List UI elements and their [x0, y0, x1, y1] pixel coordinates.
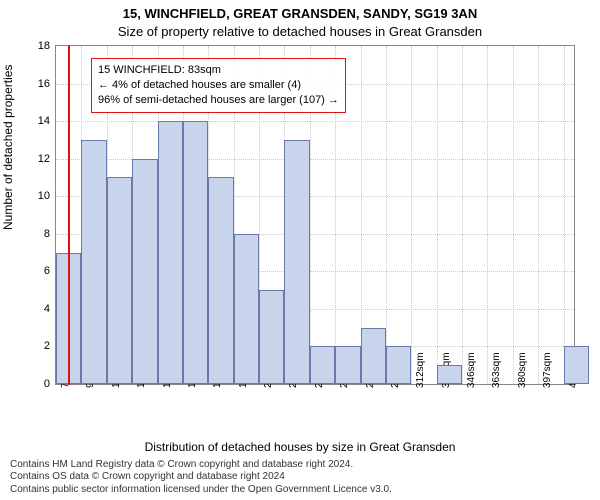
plot-area: 02468101214161875sqm92sqm109sqm126sqm143… — [55, 45, 575, 385]
y-tick-label: 12 — [38, 153, 50, 165]
histogram-bar — [183, 121, 208, 384]
gridline-v — [513, 46, 514, 384]
x-tick-label: 397sqm — [542, 352, 553, 388]
histogram-bar — [81, 140, 106, 384]
y-tick-label: 6 — [44, 265, 50, 277]
footer-line-3: Contains public sector information licen… — [10, 484, 590, 497]
histogram-bar — [158, 121, 183, 384]
annotation-line: 96% of semi-detached houses are larger (… — [98, 93, 339, 108]
annotation-box: 15 WINCHFIELD: 83sqm← 4% of detached hou… — [91, 58, 346, 113]
histogram-bar — [234, 234, 259, 384]
histogram-bar — [335, 346, 360, 384]
histogram-bar — [208, 177, 233, 384]
histogram-bar — [361, 328, 386, 384]
gridline-v — [386, 46, 387, 384]
histogram-bar — [284, 140, 309, 384]
histogram-bar — [386, 346, 411, 384]
footer-line-2: Contains OS data © Crown copyright and d… — [10, 471, 590, 484]
y-tick-label: 18 — [38, 40, 50, 52]
histogram-bar — [132, 159, 157, 384]
histogram-bar — [259, 290, 284, 384]
gridline-v — [564, 46, 565, 384]
gridline-v — [487, 46, 488, 384]
y-tick-label: 2 — [44, 340, 50, 352]
y-tick-label: 14 — [38, 115, 50, 127]
x-axis-label: Distribution of detached houses by size … — [0, 440, 600, 454]
gridline-v — [538, 46, 539, 384]
histogram-bar — [564, 346, 589, 384]
footer-line-1: Contains HM Land Registry data © Crown c… — [10, 459, 590, 472]
histogram-bar — [437, 365, 462, 384]
figure: 15, WINCHFIELD, GREAT GRANSDEN, SANDY, S… — [0, 0, 600, 500]
y-tick-label: 16 — [38, 78, 50, 90]
reference-line — [68, 45, 70, 385]
gridline-h — [56, 121, 574, 122]
x-tick-label: 312sqm — [415, 352, 426, 388]
gridline-v — [411, 46, 412, 384]
gridline-v — [437, 46, 438, 384]
histogram-bar — [107, 177, 132, 384]
gridline-v — [462, 46, 463, 384]
title-line-2: Size of property relative to detached ho… — [0, 24, 600, 39]
y-tick-label: 0 — [44, 378, 50, 390]
title-line-1: 15, WINCHFIELD, GREAT GRANSDEN, SANDY, S… — [0, 6, 600, 21]
footer: Contains HM Land Registry data © Crown c… — [10, 459, 590, 497]
y-tick-label: 10 — [38, 190, 50, 202]
x-tick-label: 380sqm — [517, 352, 528, 388]
annotation-line: 15 WINCHFIELD: 83sqm — [98, 63, 339, 78]
histogram-bar — [310, 346, 335, 384]
x-tick-label: 363sqm — [491, 352, 502, 388]
y-tick-label: 8 — [44, 228, 50, 240]
annotation-line: ← 4% of detached houses are smaller (4) — [98, 78, 339, 93]
y-axis-label: Number of detached properties — [1, 65, 15, 230]
x-tick-label: 346sqm — [466, 352, 477, 388]
y-tick-label: 4 — [44, 303, 50, 315]
